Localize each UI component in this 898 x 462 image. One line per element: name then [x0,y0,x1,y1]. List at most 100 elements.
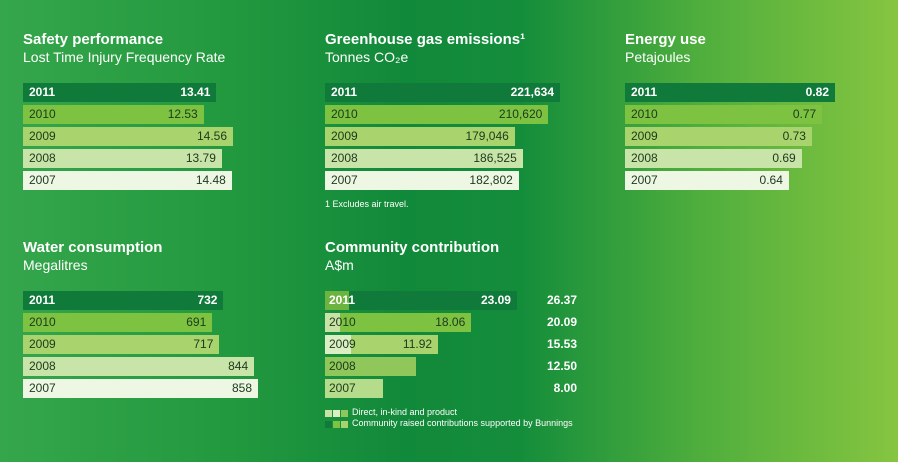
segment-label: 18.06 [435,315,466,329]
value-label: 732 [197,293,218,307]
bar [325,149,523,168]
chart-title: Water consumption [23,239,163,256]
value-label: 221,634 [510,85,554,99]
footnote: 1 Excludes air travel. [325,199,409,209]
value-label: 691 [186,315,207,329]
bar [625,127,812,146]
category-label: 2007 [631,173,658,187]
legend-label: Direct, in-kind and product [352,407,458,417]
chart-title: Safety performance [23,31,164,48]
value-label: 717 [193,337,214,351]
category-label: 2007 [331,173,358,187]
bar [325,105,549,124]
total-label: 12.50 [546,359,577,373]
category-label: 2007 [29,173,56,187]
chart-title: Community contribution [325,239,500,256]
chart-title: Energy use [625,31,706,48]
legend-swatch [333,421,340,428]
legend-swatch [325,410,332,417]
bar [23,357,255,376]
category-label: 2008 [631,151,658,165]
segment-label: 11.92 [402,337,433,351]
category-label: 2009 [29,129,56,143]
chart-title: Greenhouse gas emissions¹ [325,31,526,48]
bar-segment [348,291,517,310]
bar [23,313,213,332]
bar [625,149,802,168]
value-label: 0.77 [792,107,817,121]
total-label: 20.09 [546,315,577,329]
category-label: 2010 [29,107,56,121]
bar-segment [339,313,472,332]
category-label: 2010 [329,315,356,329]
value-label: 0.64 [759,173,783,187]
chart-subtitle: Tonnes CO₂e [325,49,409,65]
category-label: 2011 [329,293,356,307]
bar-segment [325,313,340,332]
bar [325,127,515,146]
legend-swatch [325,421,332,428]
chart-subtitle: Lost Time Injury Frequency Rate [23,49,226,65]
legend-swatch [341,410,348,417]
bar-segment [325,357,416,376]
category-label: 2009 [631,129,658,143]
category-label: 2010 [631,107,658,121]
category-label: 2011 [29,293,56,307]
value-label: 12.53 [167,107,198,121]
category-label: 2011 [631,85,658,99]
category-label: 2011 [29,85,56,99]
bar [23,127,233,146]
bar-segment [325,335,352,354]
bar [23,335,220,354]
bar [325,83,560,102]
value-label: 14.56 [196,129,227,143]
bar [23,291,224,310]
bar [625,83,835,102]
value-label: 0.82 [805,85,829,99]
legend-label: Community raised contributions supported… [352,418,573,428]
total-label: 15.53 [546,337,577,351]
category-label: 2009 [29,337,56,351]
bar [23,105,204,124]
total-label: 8.00 [553,381,577,395]
chart-subtitle: Megalitres [23,257,88,273]
category-label: 2009 [331,129,358,143]
bar-segment [325,291,349,310]
legend-swatch [341,421,348,428]
legend-swatch [333,410,340,417]
category-label: 2008 [331,151,358,165]
category-label: 2007 [329,381,356,395]
bar [23,149,222,168]
bar [23,83,217,102]
chart-subtitle: A$m [325,257,354,273]
chart-subtitle: Petajoules [625,49,691,65]
value-label: 186,525 [473,151,517,165]
value-label: 14.48 [195,173,226,187]
category-label: 2010 [29,315,56,329]
segment-label: 23.09 [480,293,511,307]
value-label: 182,802 [469,173,513,187]
value-label: 210,620 [498,107,543,121]
category-label: 2007 [29,381,56,395]
category-label: 2008 [29,359,56,373]
value-label: 0.73 [782,129,806,143]
bar [625,171,789,190]
category-label: 2010 [331,107,358,121]
category-label: 2009 [329,337,356,351]
bar [325,171,519,190]
category-label: 2011 [331,85,358,99]
value-label: 13.79 [185,151,216,165]
bar-segment [325,379,384,398]
bar [625,105,823,124]
value-label: 0.69 [772,151,796,165]
value-label: 858 [231,381,252,395]
category-label: 2008 [329,359,356,373]
total-label: 26.37 [546,293,577,307]
bar [23,171,232,190]
value-label: 844 [228,359,249,373]
bar [23,379,258,398]
category-label: 2008 [29,151,56,165]
bar-segment [351,335,439,354]
value-label: 179,046 [465,129,509,143]
